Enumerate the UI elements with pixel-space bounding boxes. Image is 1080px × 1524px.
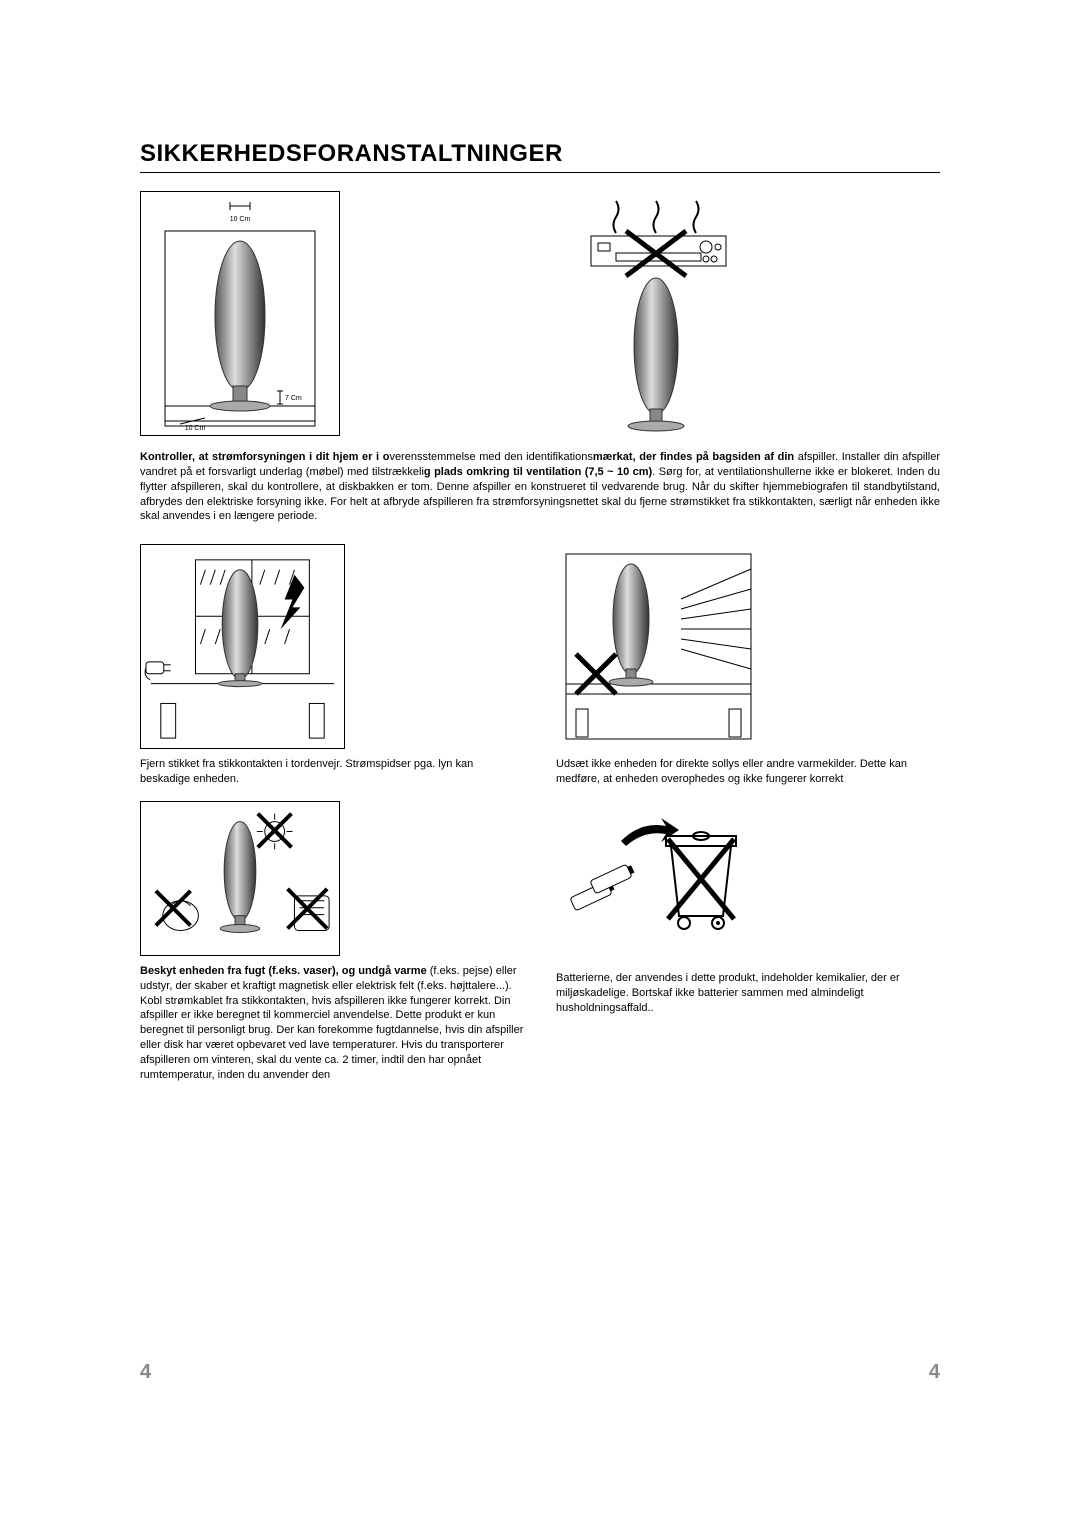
image-row-3: Beskyt enheden fra fugt (f.eks. vaser), … [140, 801, 940, 1083]
ventilation-diagram: 10 Cm 7 Cm 10 C [140, 191, 340, 436]
col-right-3: Batterierne, der anvendes i dette produk… [556, 801, 940, 1083]
text-1: verensstemmelse med den identifikations [389, 451, 592, 463]
col-right-2: Udsæt ikke enheden for direkte sollys el… [556, 544, 940, 787]
sunlight-diagram [556, 544, 761, 749]
col-left: 10 Cm 7 Cm 10 C [140, 191, 524, 436]
image-row-2: Fjern stikket fra stikkontakten i torden… [140, 544, 940, 787]
caption-moisture: Beskyt enheden fra fugt (f.eks. vaser), … [140, 964, 524, 1083]
page-title: SIKKERHEDSFORANSTALTNINGER [140, 140, 940, 173]
lightning-diagram [140, 544, 345, 749]
svg-text:7 Cm: 7 Cm [285, 395, 302, 402]
image-row-1: 10 Cm 7 Cm 10 C [140, 191, 940, 436]
col-left-2: Fjern stikket fra stikkontakten i torden… [140, 544, 524, 787]
caption-lightning: Fjern stikket fra stikkontakten i torden… [140, 757, 524, 787]
moisture-heat-diagram [140, 801, 340, 956]
caption5-text: (f.eks. pejse) eller udstyr, der skaber … [140, 965, 523, 1081]
bold-text-1: Kontroller, at strømforsyningen i dit hj… [140, 451, 389, 463]
page-number-right: 4 [929, 1361, 940, 1384]
svg-text:10 Cm: 10 Cm [230, 216, 251, 223]
col-right [556, 191, 940, 436]
caption-sunlight: Udsæt ikke enheden for direkte sollys el… [556, 757, 940, 787]
caption5-bold: Beskyt enheden fra fugt (f.eks. vaser), … [140, 965, 427, 977]
svg-text:10 Cm: 10 Cm [185, 425, 206, 431]
main-paragraph: Kontroller, at strømforsyningen i dit hj… [140, 450, 940, 524]
caption-battery: Batterierne, der anvendes i dette produk… [556, 971, 940, 1016]
page-number-left: 4 [140, 1361, 151, 1384]
bold-text-2: mærkat, der findes på bagsiden af din [593, 451, 794, 463]
col-left-3: Beskyt enheden fra fugt (f.eks. vaser), … [140, 801, 524, 1083]
bold-text-3: g plads omkring til ventilation (7,5 ~ 1… [424, 466, 652, 478]
amplifier-on-speaker-diagram [556, 191, 761, 436]
battery-disposal-diagram [556, 801, 756, 941]
